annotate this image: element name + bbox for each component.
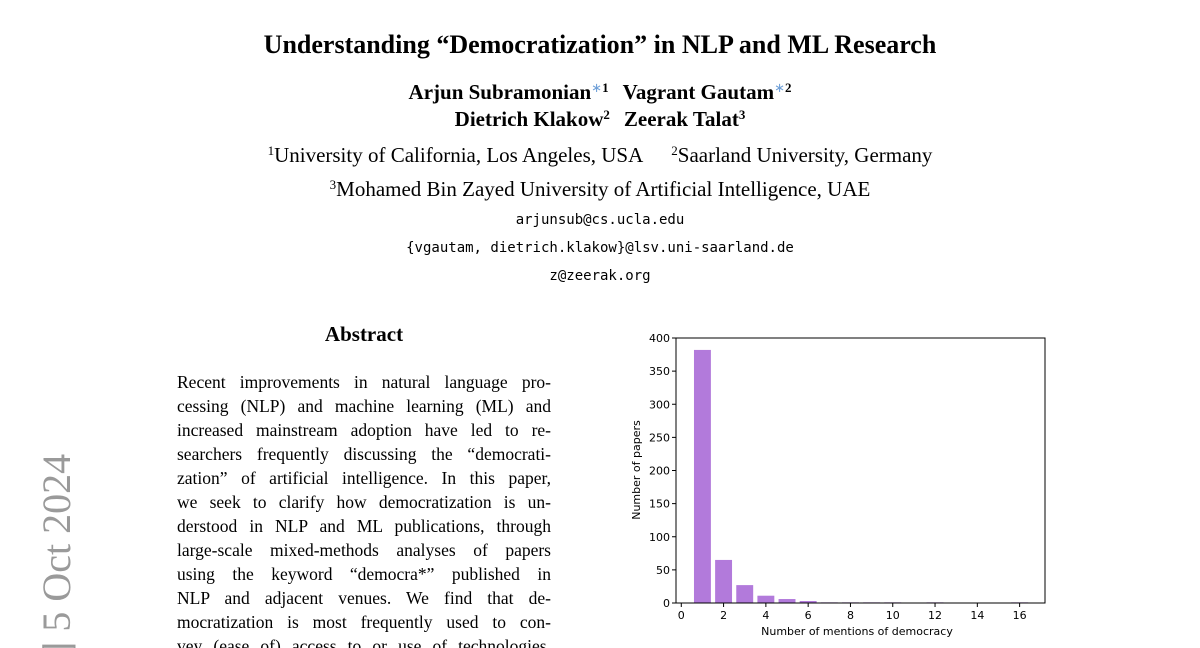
y-tick-label: 300 bbox=[649, 398, 670, 411]
x-tick-label: 14 bbox=[970, 609, 984, 622]
abstract-line: using the keyword “democra*” published i… bbox=[177, 564, 551, 584]
abstract-line: Recent improvements in natural language … bbox=[177, 372, 551, 392]
author-name: Zeerak Talat bbox=[623, 107, 739, 131]
author-name: Arjun Subramonian bbox=[408, 80, 592, 104]
abstract-line: increased mainstream adoption have led t… bbox=[177, 420, 551, 440]
affiliation-mark: 3 bbox=[738, 107, 746, 122]
author-row: Arjun Subramonian∗1 Vagrant Gautam∗2 bbox=[0, 80, 1200, 105]
x-tick-label: 8 bbox=[847, 609, 854, 622]
email: {vgautam, dietrich.klakow}@lsv.uni-saarl… bbox=[406, 240, 794, 256]
affiliation-mark: 2 bbox=[671, 143, 678, 158]
paper-title: Understanding “Democratization” in NLP a… bbox=[263, 30, 937, 59]
abstract-line: searchers frequently discussing the “dem… bbox=[177, 444, 551, 464]
abstract-line: cessing (NLP) and machine learning (ML) … bbox=[177, 396, 551, 416]
abstract-line: NLP and adjacent venues. We find that de… bbox=[177, 588, 551, 608]
affiliation-row: 3Mohamed Bin Zayed University of Artific… bbox=[0, 177, 1200, 202]
x-axis-label: Number of mentions of democracy bbox=[761, 625, 953, 638]
affiliation: Mohamed Bin Zayed University of Artifici… bbox=[336, 177, 871, 201]
abstract-heading: Abstract bbox=[324, 322, 404, 346]
affiliation: University of California, Los Angeles, U… bbox=[274, 143, 644, 167]
email: arjunsub@cs.ucla.edu bbox=[515, 212, 685, 228]
abstract-line: large-scale mixed-methods analyses of pa… bbox=[177, 540, 551, 560]
y-tick-label: 200 bbox=[649, 465, 670, 478]
x-tick-label: 16 bbox=[1013, 609, 1027, 622]
y-tick-label: 50 bbox=[656, 564, 670, 577]
affiliation: Saarland University, Germany bbox=[677, 143, 933, 167]
x-tick-label: 10 bbox=[886, 609, 900, 622]
y-axis-label: Number of papers bbox=[630, 420, 643, 520]
y-tick-label: 0 bbox=[663, 597, 670, 610]
bar bbox=[693, 349, 711, 603]
abstract-line: vey (ease of) access to or use of techno… bbox=[177, 636, 551, 648]
bar bbox=[736, 585, 754, 603]
bar bbox=[778, 599, 796, 603]
y-tick-label: 250 bbox=[649, 431, 670, 444]
y-tick-label: 400 bbox=[649, 332, 670, 345]
equal-contrib-mark: ∗ bbox=[591, 80, 603, 95]
x-tick-label: 0 bbox=[678, 609, 685, 622]
author-name: Vagrant Gautam bbox=[622, 80, 775, 104]
affiliation-mark: 1 bbox=[602, 80, 609, 95]
bar bbox=[757, 595, 775, 603]
y-tick-label: 150 bbox=[649, 498, 670, 511]
bar bbox=[715, 559, 733, 603]
abstract-line: mocratization is most frequently used to… bbox=[177, 612, 551, 632]
y-tick-label: 100 bbox=[649, 531, 670, 544]
bar bbox=[799, 601, 817, 603]
affiliation-mark: 3 bbox=[329, 177, 337, 192]
affiliation-mark: 2 bbox=[603, 107, 610, 122]
author-row: Dietrich Klakow2 Zeerak Talat3 bbox=[0, 107, 1200, 132]
x-tick-label: 12 bbox=[928, 609, 942, 622]
affiliation-row: 1University of California, Los Angeles, … bbox=[0, 143, 1200, 168]
x-tick-label: 2 bbox=[720, 609, 727, 622]
affiliation-mark: 2 bbox=[784, 80, 792, 95]
y-tick-label: 350 bbox=[649, 365, 670, 378]
abstract-line: we seek to clarify how democratization i… bbox=[177, 492, 551, 512]
author-name: Dietrich Klakow bbox=[454, 107, 604, 131]
abstract-line: derstood in NLP and ML publications, thr… bbox=[177, 516, 551, 536]
equal-contrib-mark: ∗ bbox=[774, 80, 785, 95]
email: z@zeerak.org bbox=[549, 268, 651, 284]
abstract-line: zation” of artificial intelligence. In t… bbox=[177, 468, 551, 488]
x-tick-label: 4 bbox=[762, 609, 769, 622]
affiliation-mark: 1 bbox=[267, 143, 275, 158]
x-tick-label: 6 bbox=[805, 609, 812, 622]
arxiv-stamp: ] 5 Oct 2024 bbox=[34, 454, 79, 648]
abstract-body: Recent improvements in natural language … bbox=[177, 370, 551, 648]
